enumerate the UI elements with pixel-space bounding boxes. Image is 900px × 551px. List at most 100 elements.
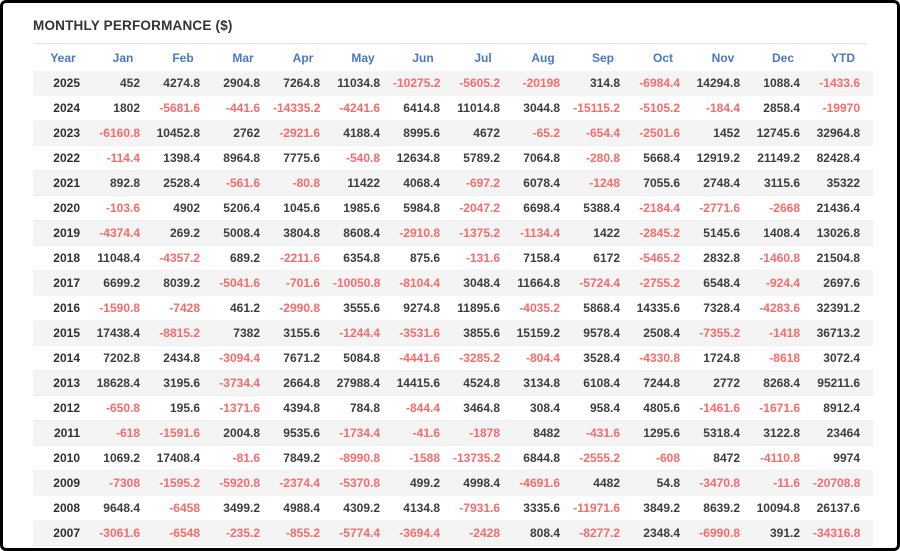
table-cell: 308.4 [513, 395, 573, 421]
table-cell: -540.8 [333, 145, 393, 171]
column-header-year: Year [50, 51, 76, 65]
table-cell: 6078.4 [513, 170, 573, 196]
table-cell: -1590.8 [93, 295, 153, 321]
table-cell: 11664.8 [513, 270, 573, 296]
table-cell: 27988.4 [333, 370, 393, 396]
table-cell: -4330.8 [633, 345, 693, 371]
table-cell: 3804.8 [273, 220, 333, 246]
page-title: MONTHLY PERFORMANCE ($) [33, 18, 233, 33]
table-cell: -1671.6 [753, 395, 813, 421]
table-cell: -2921.6 [273, 120, 333, 146]
table-cell: 1398.4 [153, 145, 213, 171]
table-cell: 14294.8 [693, 71, 753, 96]
table-cell: -114.4 [93, 145, 153, 171]
table-cell: 3072.4 [813, 345, 873, 371]
table-cell: -3694.4 [393, 520, 453, 546]
table-cell: 2858.4 [753, 95, 813, 121]
table-cell: -2374.4 [273, 470, 333, 496]
table-cell: 892.8 [93, 170, 153, 196]
table-cell: -6990.8 [693, 520, 753, 546]
table-cell: -11.6 [753, 470, 813, 496]
table-cell: 10452.8 [153, 120, 213, 146]
year-cell: 2011 [33, 420, 93, 446]
table-row-2008: 2008 9648.4 -6458 3499.2 4988.4 4309.2 4134.8-… [33, 495, 873, 521]
table-row-2020: 2020 -103.6 4902 5206.4 1045.6 1985.6 5984.8 -2… [33, 195, 873, 221]
table-cell: 32391.2 [813, 295, 873, 321]
table-cell: 5206.4 [213, 195, 273, 221]
table-row-2015: 2015 17438.4 -8815.2 7382 3155.6 -1244.4 -3531… [33, 320, 873, 346]
table-cell: 195.6 [153, 395, 213, 421]
table-cell: -701.6 [273, 270, 333, 296]
table-cell: -2428 [453, 520, 513, 546]
table-cell: -5041.6 [213, 270, 273, 296]
table-cell: -7308 [93, 470, 153, 496]
table-cell: -3470.8 [693, 470, 753, 496]
table-cell: 10094.8 [753, 495, 813, 521]
column-header-apr: Apr [292, 51, 314, 65]
table-cell: 269.2 [153, 220, 213, 246]
table-cell: 4902 [153, 195, 213, 221]
table-cell: -11971.6 [573, 495, 633, 521]
table-cell: -13735.2 [453, 445, 513, 471]
table-cell: -10050.8 [333, 270, 393, 296]
year-cell: 2009 [33, 470, 93, 496]
table-cell: -441.6 [213, 95, 273, 121]
table-cell: -5605.2 [453, 71, 513, 96]
table-cell: 2697.6 [813, 270, 873, 296]
table-cell: 2434.8 [153, 345, 213, 371]
table-row-2011: 2011 -618 -1591.6 2004.8 9535.6 -1734.4 -41.6-… [33, 420, 873, 446]
table-cell: 35322 [813, 170, 873, 196]
table-cell: -34316.8 [813, 520, 873, 546]
table-cell: 4672 [453, 120, 513, 146]
table-cell: 3335.6 [513, 495, 573, 521]
table-cell: 4394.8 [273, 395, 333, 421]
table-cell: 11014.8 [453, 95, 513, 121]
table-cell: -5370.8 [333, 470, 393, 496]
table-cell: -804.4 [513, 345, 573, 371]
table-cell: 3122.8 [753, 420, 813, 446]
table-cell: 6548.4 [693, 270, 753, 296]
table-cell: 4524.8 [453, 370, 513, 396]
table-cell: 3155.6 [273, 320, 333, 346]
table-cell: -2555.2 [573, 445, 633, 471]
table-row-2010: 2010 1069.2 17408.4 -81.6 7849.2 -8990.8 -1588… [33, 445, 873, 471]
table-cell: -7355.2 [693, 320, 753, 346]
table-cell: 5008.4 [213, 220, 273, 246]
table-cell: 3048.4 [453, 270, 513, 296]
table-cell: -235.2 [213, 520, 273, 546]
table-cell: -5681.6 [153, 95, 213, 121]
table-cell: 14335.6 [633, 295, 693, 321]
table-cell: 9648.4 [93, 495, 153, 521]
table-cell: 7264.8 [273, 71, 333, 96]
table-cell: 7158.4 [513, 245, 573, 271]
table-cell: -2047.2 [453, 195, 513, 221]
table-cell: -1244.4 [333, 320, 393, 346]
table-cell: 1069.2 [93, 445, 153, 471]
table-cell: -1734.4 [333, 420, 393, 446]
table-cell: 6844.8 [513, 445, 573, 471]
table-cell: 13026.8 [813, 220, 873, 246]
table-cell: -618 [93, 420, 153, 446]
table-cell: 82428.4 [813, 145, 873, 171]
table-cell: -650.8 [93, 395, 153, 421]
table-cell: 4274.8 [153, 71, 213, 96]
table-cell: -4441.6 [393, 345, 453, 371]
table-cell: 2748.4 [693, 170, 753, 196]
column-header-oct: Oct [652, 51, 673, 65]
table-cell: -4374.4 [93, 220, 153, 246]
table-cell: 12745.6 [753, 120, 813, 146]
table-cell: -1878 [453, 420, 513, 446]
table-row-2013: 2013 18628.4 3195.6 -3734.4 2664.8 27988.4 144… [33, 370, 873, 396]
table-cell: -1461.6 [693, 395, 753, 421]
table-cell: -5465.2 [633, 245, 693, 271]
table-cell: -41.6 [393, 420, 453, 446]
table-cell: 4805.6 [633, 395, 693, 421]
table-cell: 3115.6 [753, 170, 813, 196]
table-cell: 32964.8 [813, 120, 873, 146]
table-cell: -10275.2 [393, 71, 453, 96]
table-cell: -2990.8 [273, 295, 333, 321]
table-cell: -7931.6 [453, 495, 513, 521]
column-header-sep: Sep [591, 51, 614, 65]
table-row-2023: 2023 -6160.8 10452.8 2762 -2921.6 4188.4 8995.… [33, 120, 873, 146]
